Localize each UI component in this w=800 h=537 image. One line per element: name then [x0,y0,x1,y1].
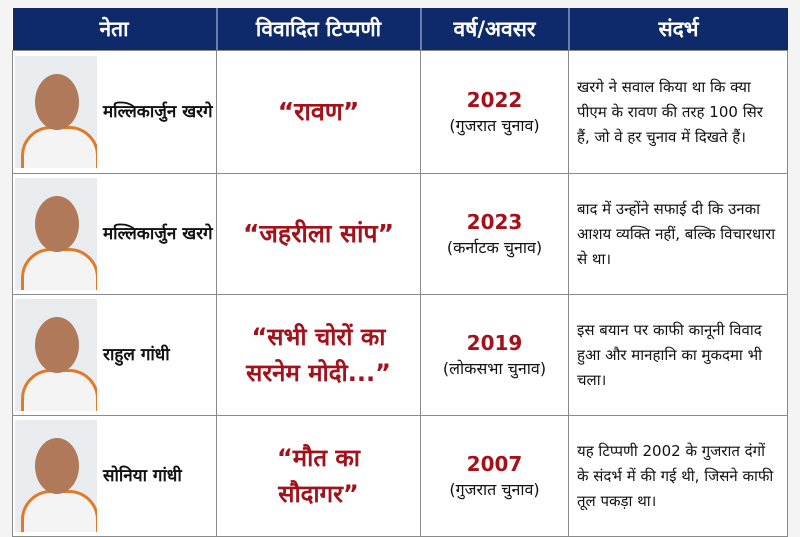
context-text: बाद में उन्होंने सफाई दी कि उनका आशय व्य… [577,199,776,268]
controversial-remarks-table: नेता विवादित टिप्पणी वर्ष/अवसर संदर्भ मल… [12,8,788,537]
year-text: 2023 [466,210,523,234]
year-text: 2019 [466,331,523,355]
header-remark: विवादित टिप्पणी [215,8,421,51]
table-row: मल्लिकार्जुन खरगे “रावण” 2022 (गुजरात चु… [12,50,788,174]
year-cell: 2007 (गुजरात चुनाव) [420,415,569,537]
occasion-text: (लोकसभा चुनाव) [442,359,547,378]
remark-text: “सभी चोरों का सरनेम मोदी...” [246,323,391,387]
year-cell: 2022 (गुजरात चुनाव) [420,50,569,174]
leader-name: राहुल गांधी [103,345,170,365]
remark-text: “मौत का सौदागर” [276,444,361,508]
table-row: सोनिया गांधी “मौत का सौदागर” 2007 (गुजरा… [12,415,788,537]
leader-cell: राहुल गांधी [12,294,217,416]
occasion-text: (गुजरात चुनाव) [449,116,540,135]
leader-name: मल्लिकार्जुन खरगे [103,224,213,244]
context-cell: खरगे ने सवाल किया था कि क्या पीएम के राव… [568,50,788,174]
remark-text: “रावण” [277,97,360,126]
table-row: मल्लिकार्जुन खरगे “जहरीला सांप” 2023 (कर… [12,173,788,295]
leader-name: सोनिया गांधी [103,466,182,486]
context-cell: यह टिप्पणी 2002 के गुजरात दंगों के संदर्… [568,415,788,537]
year-cell: 2023 (कर्नाटक चुनाव) [420,173,569,295]
header-leader: नेता [12,8,217,51]
leader-cell: मल्लिकार्जुन खरगे [12,173,217,295]
header-year-occasion: वर्ष/अवसर [419,8,569,51]
rahul-gandhi-photo [15,299,97,411]
leader-cell: मल्लिकार्जुन खरगे [12,50,217,174]
occasion-text: (कर्नाटक चुनाव) [446,238,543,257]
controversial-remarks-table-container: नेता विवादित टिप्पणी वर्ष/अवसर संदर्भ मल… [12,8,788,537]
header-context: संदर्भ [567,8,788,51]
context-text: इस बयान पर काफी कानूनी विवाद हुआ और मानह… [577,320,763,389]
leader-cell: सोनिया गांधी [12,415,217,537]
year-cell: 2019 (लोकसभा चुनाव) [420,294,569,416]
remark-cell: “जहरीला सांप” [216,173,421,295]
context-text: खरगे ने सवाल किया था कि क्या पीएम के राव… [577,77,763,146]
sonia-gandhi-photo [15,420,97,532]
occasion-text: (गुजरात चुनाव) [449,480,540,499]
table-row: राहुल गांधी “सभी चोरों का सरनेम मोदी...”… [12,294,788,416]
year-text: 2022 [466,88,523,112]
remark-cell: “रावण” [216,50,421,174]
mallikarjun-kharge-photo [15,178,97,290]
remark-text: “जहरीला सांप” [242,219,395,248]
context-cell: बाद में उन्होंने सफाई दी कि उनका आशय व्य… [568,173,788,295]
remark-cell: “सभी चोरों का सरनेम मोदी...” [216,294,421,416]
remark-cell: “मौत का सौदागर” [216,415,421,537]
year-text: 2007 [466,452,523,476]
context-text: यह टिप्पणी 2002 के गुजरात दंगों के संदर्… [577,441,774,510]
header-row: नेता विवादित टिप्पणी वर्ष/अवसर संदर्भ [12,8,788,51]
leader-name: मल्लिकार्जुन खरगे [103,102,213,122]
context-cell: इस बयान पर काफी कानूनी विवाद हुआ और मानह… [568,294,788,416]
mallikarjun-kharge-photo [15,56,97,168]
